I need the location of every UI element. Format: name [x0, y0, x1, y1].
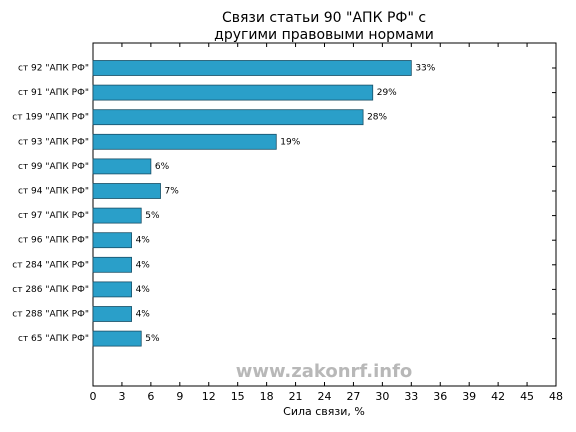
x-tick-label: 24: [318, 390, 332, 403]
chart-title: Связи статьи 90 "АПК РФ" с: [222, 10, 426, 26]
bar: [92, 232, 132, 249]
x-tick-label: 21: [289, 390, 303, 403]
value-label: 33%: [415, 64, 435, 74]
x-tick-label: 0: [90, 390, 97, 403]
x-tick-label: 48: [549, 390, 563, 403]
x-tick-label: 6: [147, 390, 154, 403]
y-tick-label: ст 94 "АПК РФ": [18, 187, 89, 197]
x-tick-label: 12: [202, 390, 216, 403]
x-tick-label: 45: [520, 390, 534, 403]
bar: [92, 207, 142, 224]
y-tick-label: ст 286 "АПК РФ": [12, 285, 89, 295]
y-tick-label: ст 65 "АПК РФ": [18, 334, 89, 344]
x-axis-label: Сила связи, %: [283, 405, 365, 418]
bar: [92, 183, 161, 199]
x-tick-label: 36: [433, 390, 447, 403]
bar: [92, 133, 277, 150]
bar: [92, 281, 132, 298]
x-tick-label: 39: [462, 390, 476, 403]
bar: [92, 330, 142, 347]
x-tick-label: 18: [260, 390, 274, 403]
y-tick-label: ст 288 "АПК РФ": [12, 310, 89, 320]
y-tick-label: ст 93 "АПК РФ": [18, 137, 89, 147]
value-label: 6%: [155, 162, 170, 172]
value-label: 5%: [145, 334, 160, 344]
value-label: 28%: [367, 113, 387, 123]
bar: [92, 306, 132, 322]
value-label: 4%: [136, 236, 151, 246]
value-label: 4%: [136, 285, 151, 295]
bar: [92, 256, 132, 273]
y-tick-label: ст 91 "АПК РФ": [18, 88, 89, 98]
chart-title: другими правовыми нормами: [214, 27, 434, 43]
y-tick-label: ст 284 "АПК РФ": [12, 260, 89, 270]
x-tick-label: 3: [118, 390, 125, 403]
value-label: 4%: [136, 260, 151, 270]
x-tick-label: 27: [346, 390, 360, 403]
y-tick-label: ст 99 "АПК РФ": [18, 162, 89, 172]
y-tick-label: ст 97 "АПК РФ": [18, 211, 89, 221]
value-label: 5%: [145, 211, 160, 221]
bar: [92, 158, 152, 175]
bar: [92, 109, 364, 126]
y-tick-label: ст 199 "АПК РФ": [12, 113, 89, 123]
value-label: 19%: [280, 137, 300, 147]
y-tick-label: ст 92 "АПК РФ": [18, 64, 89, 74]
x-tick-label: 15: [231, 390, 245, 403]
bar: [92, 60, 412, 76]
x-tick-label: 30: [375, 390, 389, 403]
watermark: www.zakonrf.info: [236, 361, 413, 382]
y-tick-label: ст 96 "АПК РФ": [18, 236, 89, 246]
value-label: 29%: [377, 88, 397, 98]
x-tick-label: 33: [404, 390, 418, 403]
x-tick-label: 9: [176, 390, 183, 403]
bar: [92, 84, 374, 101]
value-label: 7%: [165, 187, 180, 197]
x-tick-label: 42: [491, 390, 505, 403]
value-label: 4%: [136, 310, 151, 320]
